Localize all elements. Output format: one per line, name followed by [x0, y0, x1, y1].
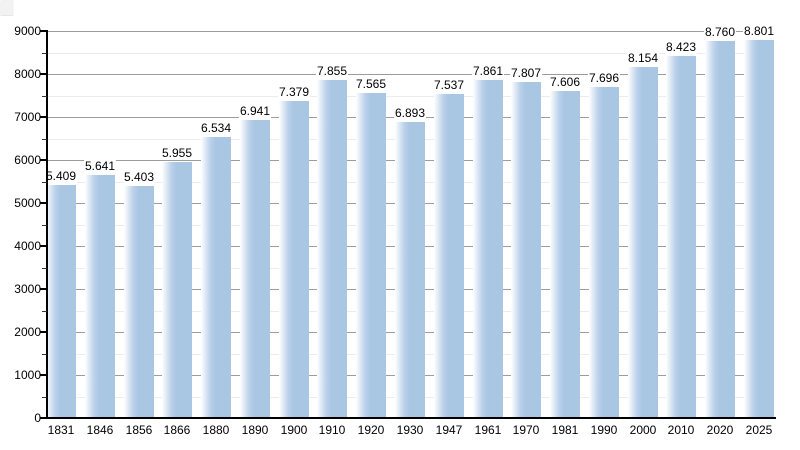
x-axis-label: 1880: [202, 423, 230, 437]
bar-value-label: 7.606: [548, 75, 582, 89]
y-axis-minor-tick: [42, 268, 47, 269]
y-axis-major-tick: [40, 202, 47, 204]
bar-value-label: 7.379: [277, 85, 311, 99]
x-axis-label: 1866: [163, 423, 191, 437]
bar-2025: [744, 40, 774, 418]
bar-1900: [279, 101, 309, 418]
x-axis-label: 1947: [435, 423, 463, 437]
y-axis-major-tick: [40, 245, 47, 247]
bar-1930: [395, 122, 425, 418]
x-axis-label: 1920: [357, 423, 385, 437]
y-axis-minor-tick: [42, 96, 47, 97]
bar-value-label: 7.855: [315, 64, 349, 78]
x-axis-label: 1890: [241, 423, 269, 437]
y-axis-label: 9000: [14, 24, 41, 38]
bar-value-label: 6.534: [199, 121, 233, 135]
y-axis-major-tick: [40, 159, 47, 161]
x-axis-label: 1961: [474, 423, 502, 437]
bar-value-label: 6.941: [238, 104, 272, 118]
y-axis-label: 5000: [14, 196, 41, 210]
bar-value-label: 8.423: [664, 40, 698, 54]
bar-1890: [240, 120, 270, 418]
y-axis-major-tick: [40, 417, 47, 419]
y-axis-major-tick: [40, 374, 47, 376]
bar-1866: [162, 162, 192, 418]
bar-value-label: 5.403: [122, 170, 156, 184]
bar-2000: [628, 67, 658, 418]
y-axis-label: 0: [34, 411, 41, 425]
bar-value-label: 5.955: [160, 146, 194, 160]
y-axis-minor-tick: [42, 397, 47, 398]
corner-artifact: [0, 0, 14, 16]
y-axis-major-tick: [40, 30, 47, 32]
bar-value-label: 8.801: [742, 24, 776, 38]
x-axis-label: 1970: [512, 423, 540, 437]
y-axis-label: 6000: [14, 153, 41, 167]
y-axis-label: 4000: [14, 239, 41, 253]
x-axis-label: 1846: [86, 423, 114, 437]
plot-area: 5.409 5.641 5.403 5.955 6.534 6.941 7.379 7.855…: [44, 25, 776, 418]
bar-1947: [434, 94, 464, 418]
bar-2010: [666, 56, 696, 418]
gridline-major: [47, 31, 774, 32]
bar-value-label: 6.893: [393, 106, 427, 120]
x-axis-label: 1910: [318, 423, 346, 437]
x-axis-label: 2000: [629, 423, 657, 437]
bar-value-label: 5.409: [44, 169, 78, 183]
y-axis-minor-tick: [42, 311, 47, 312]
y-axis-line: [46, 30, 48, 419]
bar-value-label: 7.861: [471, 64, 505, 78]
bar-value-label: 8.154: [626, 51, 660, 65]
bar-value-label: 7.807: [509, 66, 543, 80]
bar-1961: [473, 80, 503, 418]
y-axis-major-tick: [40, 116, 47, 118]
gridline-major: [47, 74, 774, 75]
bar-1846: [85, 175, 115, 418]
bar-1910: [317, 80, 347, 418]
x-axis-label: 2020: [706, 423, 734, 437]
y-axis-label: 1000: [14, 368, 41, 382]
y-axis-minor-tick: [42, 139, 47, 140]
y-axis-label: 2000: [14, 325, 41, 339]
bar-1856: [124, 186, 154, 418]
y-axis-minor-tick: [42, 182, 47, 183]
y-axis-minor-tick: [42, 354, 47, 355]
bar-2020: [705, 41, 735, 418]
x-axis-label: 2010: [667, 423, 695, 437]
x-axis-label: 1856: [125, 423, 153, 437]
y-axis-label: 8000: [14, 67, 41, 81]
y-axis-minor-tick: [42, 53, 47, 54]
y-axis-major-tick: [40, 288, 47, 290]
bar-1990: [589, 87, 619, 418]
bar-value-label: 7.537: [432, 78, 466, 92]
x-axis-label: 1981: [551, 423, 579, 437]
y-axis-major-tick: [40, 331, 47, 333]
gridline-minor: [47, 96, 774, 97]
y-axis-label: 7000: [14, 110, 41, 124]
x-axis-label: 2025: [745, 423, 773, 437]
bar-1981: [550, 91, 580, 418]
bar-value-label: 5.641: [83, 159, 117, 173]
bar-value-label: 7.696: [587, 71, 621, 85]
bar-value-label: 7.565: [354, 77, 388, 91]
y-axis-label: 3000: [14, 282, 41, 296]
bar-1920: [356, 93, 386, 418]
x-axis-label: 1831: [47, 423, 75, 437]
bar-1880: [201, 137, 231, 418]
bar-value-label: 8.760: [703, 25, 737, 39]
bar-1970: [511, 82, 541, 418]
y-axis-major-tick: [40, 73, 47, 75]
y-axis-minor-tick: [42, 225, 47, 226]
x-axis-label: 1930: [396, 423, 424, 437]
x-axis-label: 1900: [280, 423, 308, 437]
gridline-minor: [47, 53, 774, 54]
x-axis-label: 1990: [590, 423, 618, 437]
x-axis-line: [46, 417, 776, 419]
bar-1831: [46, 185, 76, 418]
